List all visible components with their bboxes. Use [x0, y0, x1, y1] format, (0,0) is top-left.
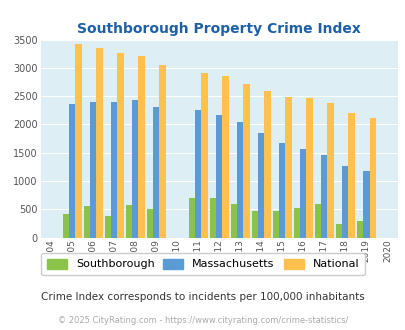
- Bar: [104, 216, 111, 238]
- Bar: [222, 76, 228, 238]
- Bar: [306, 98, 312, 238]
- Bar: [188, 198, 194, 238]
- Bar: [258, 133, 264, 238]
- Bar: [327, 103, 333, 238]
- Bar: [272, 211, 279, 238]
- Bar: [111, 102, 117, 238]
- Bar: [117, 52, 123, 238]
- Bar: [201, 73, 207, 238]
- Bar: [264, 90, 270, 238]
- Bar: [293, 208, 299, 238]
- Bar: [279, 143, 285, 238]
- Bar: [138, 56, 144, 238]
- Bar: [230, 204, 237, 238]
- Bar: [209, 198, 215, 238]
- Text: Crime Index corresponds to incidents per 100,000 inhabitants: Crime Index corresponds to incidents per…: [41, 292, 364, 302]
- Bar: [146, 209, 153, 238]
- Bar: [75, 44, 81, 238]
- Bar: [251, 211, 258, 238]
- Bar: [356, 221, 362, 238]
- Bar: [320, 155, 327, 238]
- Bar: [126, 205, 132, 238]
- Bar: [299, 149, 306, 238]
- Bar: [215, 115, 222, 238]
- Bar: [153, 107, 159, 238]
- Bar: [194, 110, 201, 238]
- Bar: [90, 102, 96, 238]
- Bar: [96, 48, 102, 238]
- Bar: [341, 166, 347, 238]
- Bar: [335, 224, 341, 238]
- Bar: [83, 206, 90, 238]
- Bar: [159, 65, 165, 238]
- Bar: [237, 122, 243, 238]
- Title: Southborough Property Crime Index: Southborough Property Crime Index: [77, 22, 360, 36]
- Text: © 2025 CityRating.com - https://www.cityrating.com/crime-statistics/: © 2025 CityRating.com - https://www.city…: [58, 315, 347, 325]
- Bar: [347, 113, 354, 238]
- Bar: [362, 171, 369, 238]
- Bar: [285, 97, 291, 238]
- Legend: Southborough, Massachusetts, National: Southborough, Massachusetts, National: [41, 253, 364, 275]
- Bar: [369, 118, 375, 238]
- Bar: [314, 204, 320, 238]
- Bar: [243, 84, 249, 238]
- Bar: [62, 214, 69, 238]
- Bar: [132, 100, 138, 238]
- Bar: [69, 104, 75, 238]
